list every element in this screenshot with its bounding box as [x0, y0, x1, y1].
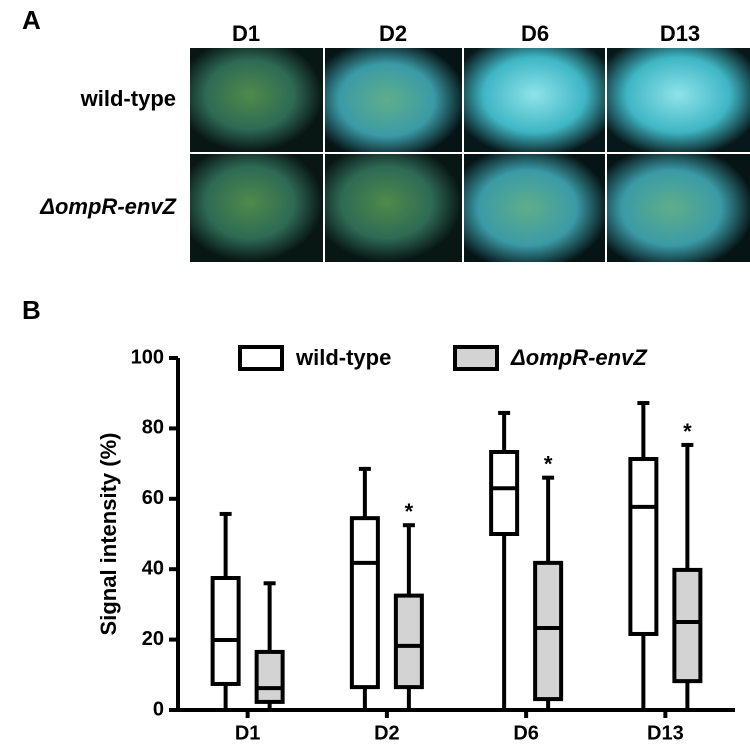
- significance-mark: *: [683, 419, 692, 444]
- column-label: D1: [232, 21, 260, 46]
- box: [210, 576, 241, 686]
- image-grid: [190, 48, 750, 262]
- box: [254, 649, 285, 704]
- x-tick-label: D2: [374, 722, 400, 744]
- x-tick-label: D1: [235, 722, 261, 744]
- significance-mark: *: [405, 499, 414, 524]
- box: [533, 560, 564, 702]
- y-tick-label: 60: [142, 487, 164, 509]
- row-label: ΔompR-envZ: [39, 194, 177, 219]
- legend-label: wild-type: [295, 345, 391, 370]
- box: [489, 449, 520, 537]
- column-label: D2: [379, 21, 407, 46]
- y-tick-label: 100: [131, 346, 164, 368]
- legend-swatch: [238, 345, 284, 371]
- legend-swatch: [453, 345, 499, 371]
- box: [349, 516, 380, 690]
- significance-mark: *: [544, 451, 553, 476]
- box: [672, 567, 703, 684]
- y-tick-label: 0: [153, 698, 164, 720]
- row-label: wild-type: [80, 86, 176, 111]
- y-tick-label: 40: [142, 557, 164, 579]
- box: [628, 457, 659, 636]
- legend-label: ΔompR-envZ: [510, 345, 648, 370]
- column-label: D6: [521, 21, 549, 46]
- panel-label: A: [22, 5, 41, 35]
- column-label: D13: [660, 21, 700, 46]
- y-axis-label: Signal intensity (%): [96, 433, 121, 636]
- x-tick-label: D13: [647, 722, 684, 744]
- x-tick-label: D6: [513, 722, 539, 744]
- y-tick-label: 80: [142, 417, 164, 439]
- box: [393, 593, 424, 690]
- panel-label: B: [22, 295, 41, 325]
- y-tick-label: 20: [142, 628, 164, 650]
